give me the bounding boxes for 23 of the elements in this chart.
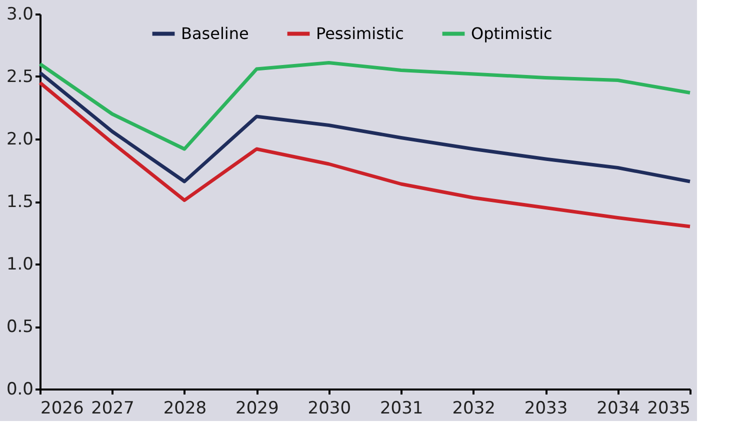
y-tick-label: 2.5 — [6, 67, 34, 87]
x-tick-label: 2034 — [596, 398, 640, 418]
y-tick-label: 1.5 — [6, 192, 34, 212]
y-tick-label: 2.0 — [6, 130, 34, 150]
legend-label: Baseline — [181, 24, 249, 43]
y-tick-label: 0.5 — [6, 317, 34, 337]
y-tick-label: 3.0 — [6, 4, 34, 24]
x-tick-label: 2026 — [40, 398, 84, 418]
line-series — [38, 71, 692, 184]
y-tick-label: 0.0 — [6, 380, 34, 400]
x-tick-label: 2031 — [380, 398, 424, 418]
x-tick-label: 2027 — [91, 398, 134, 418]
legend-label: Optimistic — [471, 24, 552, 43]
x-tick-label: 2033 — [524, 398, 568, 418]
y-tick-label: 1.0 — [6, 254, 34, 274]
legend-label: Pessimistic — [316, 24, 404, 43]
x-tick-label: 2030 — [308, 398, 352, 418]
x-tick-label: 2032 — [452, 398, 496, 418]
x-tick-label: 2035 — [647, 398, 690, 418]
x-tick-label: 2028 — [163, 398, 207, 418]
x-tick-label: 2029 — [236, 398, 279, 418]
line-series — [38, 61, 692, 151]
line-series — [38, 81, 692, 228]
